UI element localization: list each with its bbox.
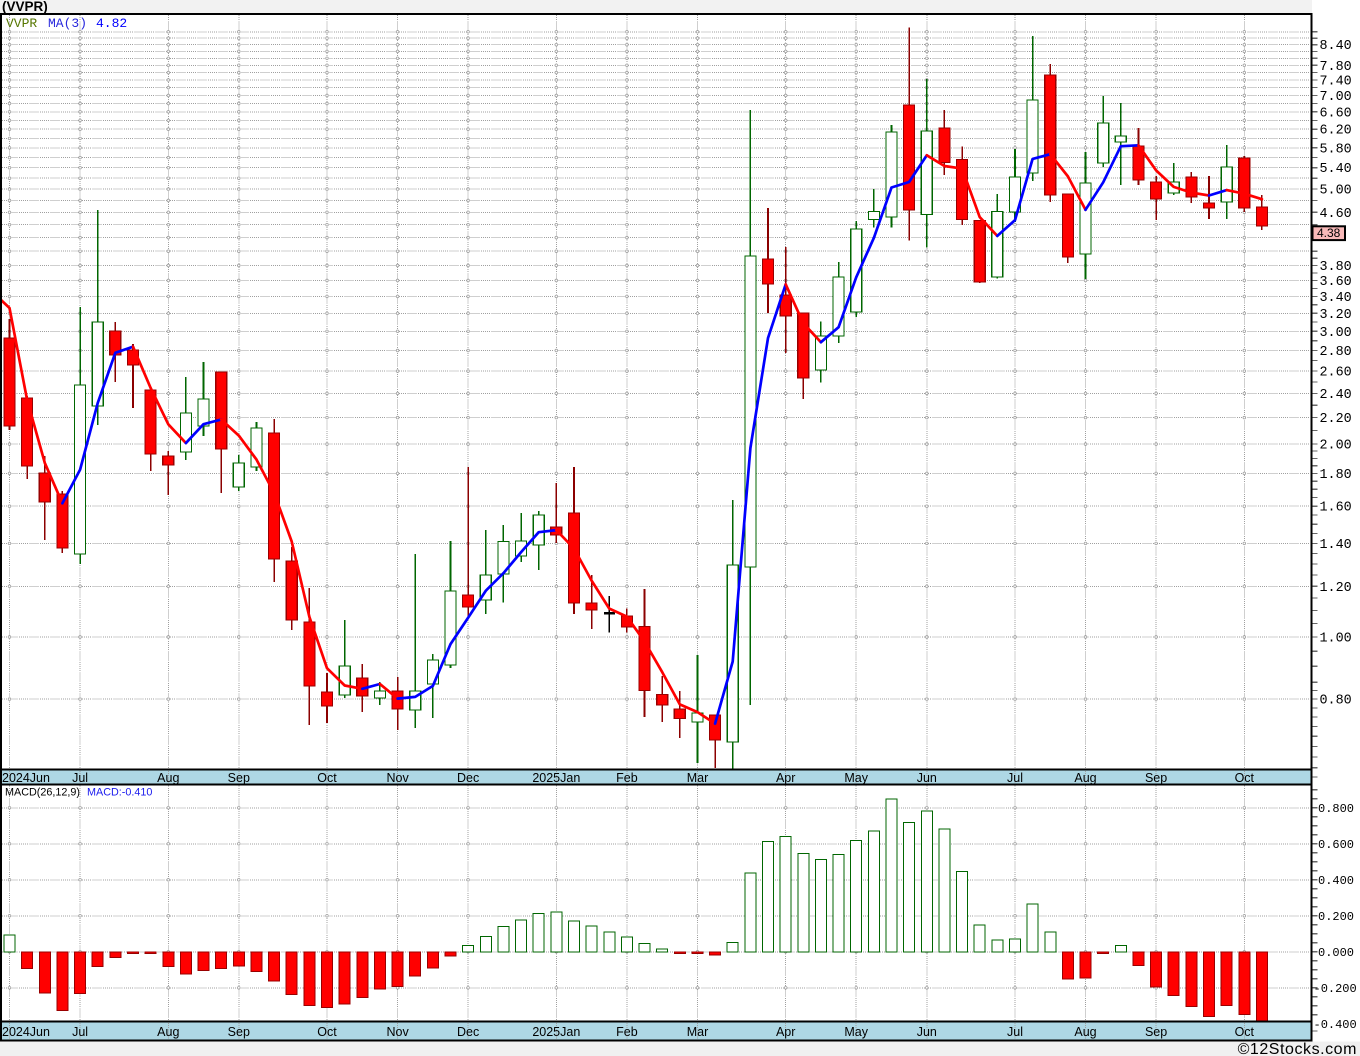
svg-text:0.000: 0.000 — [1318, 946, 1354, 960]
svg-text:7.80: 7.80 — [1320, 60, 1352, 75]
svg-text:1.60: 1.60 — [1320, 501, 1352, 516]
svg-text:0.400: 0.400 — [1318, 874, 1354, 888]
svg-text:2024Jun: 2024Jun — [2, 771, 50, 785]
svg-text:May: May — [844, 771, 868, 785]
svg-text:Jul: Jul — [72, 771, 88, 785]
svg-text:5.80: 5.80 — [1320, 142, 1352, 157]
svg-text:0.80: 0.80 — [1320, 694, 1352, 709]
svg-text:©12Stocks.com: ©12Stocks.com — [1238, 1041, 1357, 1056]
svg-text:2.40: 2.40 — [1320, 388, 1352, 403]
svg-text:Jul: Jul — [72, 1025, 88, 1039]
svg-text:Mar: Mar — [687, 1025, 709, 1039]
svg-text:Jul: Jul — [1007, 1025, 1023, 1039]
svg-text:3.60: 3.60 — [1320, 275, 1352, 290]
svg-text:MACD:-0.410: MACD:-0.410 — [87, 787, 152, 799]
svg-text:8.40: 8.40 — [1320, 39, 1352, 54]
svg-text:Oct: Oct — [317, 771, 337, 785]
svg-text:1.20: 1.20 — [1320, 581, 1352, 596]
svg-text:Mar: Mar — [687, 771, 709, 785]
svg-text:0.800: 0.800 — [1318, 802, 1354, 816]
svg-text:6.20: 6.20 — [1320, 124, 1352, 139]
svg-text:1.00: 1.00 — [1320, 632, 1352, 647]
svg-text:Aug: Aug — [157, 771, 179, 785]
svg-text:Aug: Aug — [1074, 1025, 1096, 1039]
svg-text:0.200: 0.200 — [1318, 910, 1354, 924]
svg-text:(VVPR): (VVPR) — [2, 0, 48, 14]
svg-text:1.80: 1.80 — [1320, 468, 1352, 483]
svg-text:4.82: 4.82 — [96, 16, 127, 31]
svg-text:Nov: Nov — [386, 771, 409, 785]
svg-text:2025Jan: 2025Jan — [532, 771, 580, 785]
svg-text:Jul: Jul — [1007, 771, 1023, 785]
svg-text:3.40: 3.40 — [1320, 291, 1352, 306]
svg-text:5.00: 5.00 — [1320, 184, 1352, 199]
svg-text:Feb: Feb — [616, 1025, 638, 1039]
svg-text:MA(3): MA(3) — [48, 16, 87, 31]
svg-text:5.40: 5.40 — [1320, 162, 1352, 177]
svg-text:Oct: Oct — [1235, 1025, 1255, 1039]
svg-text:Feb: Feb — [616, 771, 638, 785]
svg-text:Sep: Sep — [1145, 771, 1167, 785]
svg-text:Dec: Dec — [457, 771, 479, 785]
svg-text:Apr: Apr — [776, 1025, 795, 1039]
svg-text:MACD(26,12,9): MACD(26,12,9) — [5, 787, 80, 799]
svg-text:7.40: 7.40 — [1320, 75, 1352, 90]
svg-text:Oct: Oct — [317, 1025, 337, 1039]
svg-text:7.00: 7.00 — [1320, 90, 1352, 105]
svg-text:2024Jun: 2024Jun — [2, 1025, 50, 1039]
svg-text:2025Jan: 2025Jan — [532, 1025, 580, 1039]
svg-text:Sep: Sep — [228, 771, 250, 785]
svg-text:Nov: Nov — [386, 1025, 409, 1039]
svg-text:Aug: Aug — [157, 1025, 179, 1039]
svg-text:May: May — [844, 1025, 868, 1039]
svg-text:3.20: 3.20 — [1320, 308, 1352, 323]
svg-text:2.00: 2.00 — [1320, 439, 1352, 454]
svg-text:1.40: 1.40 — [1320, 538, 1352, 553]
svg-text:2.20: 2.20 — [1320, 412, 1352, 427]
svg-text:Sep: Sep — [228, 1025, 250, 1039]
svg-text:Jun: Jun — [917, 1025, 937, 1039]
svg-text:-0.200: -0.200 — [1314, 982, 1357, 996]
svg-text:Dec: Dec — [457, 1025, 479, 1039]
svg-text:0.600: 0.600 — [1318, 838, 1354, 852]
svg-text:Sep: Sep — [1145, 1025, 1167, 1039]
svg-text:-0.400: -0.400 — [1314, 1018, 1357, 1032]
svg-text:3.80: 3.80 — [1320, 260, 1352, 275]
svg-text:4.60: 4.60 — [1320, 207, 1352, 222]
svg-text:Oct: Oct — [1235, 771, 1255, 785]
svg-text:Jun: Jun — [917, 771, 937, 785]
svg-text:Apr: Apr — [776, 771, 795, 785]
svg-text:Aug: Aug — [1074, 771, 1096, 785]
svg-text:VVPR: VVPR — [6, 16, 37, 31]
svg-text:6.60: 6.60 — [1320, 106, 1352, 121]
svg-text:3.00: 3.00 — [1320, 326, 1352, 341]
svg-text:2.60: 2.60 — [1320, 366, 1352, 381]
svg-text:2.80: 2.80 — [1320, 345, 1352, 360]
svg-text:4.38: 4.38 — [1317, 226, 1341, 240]
